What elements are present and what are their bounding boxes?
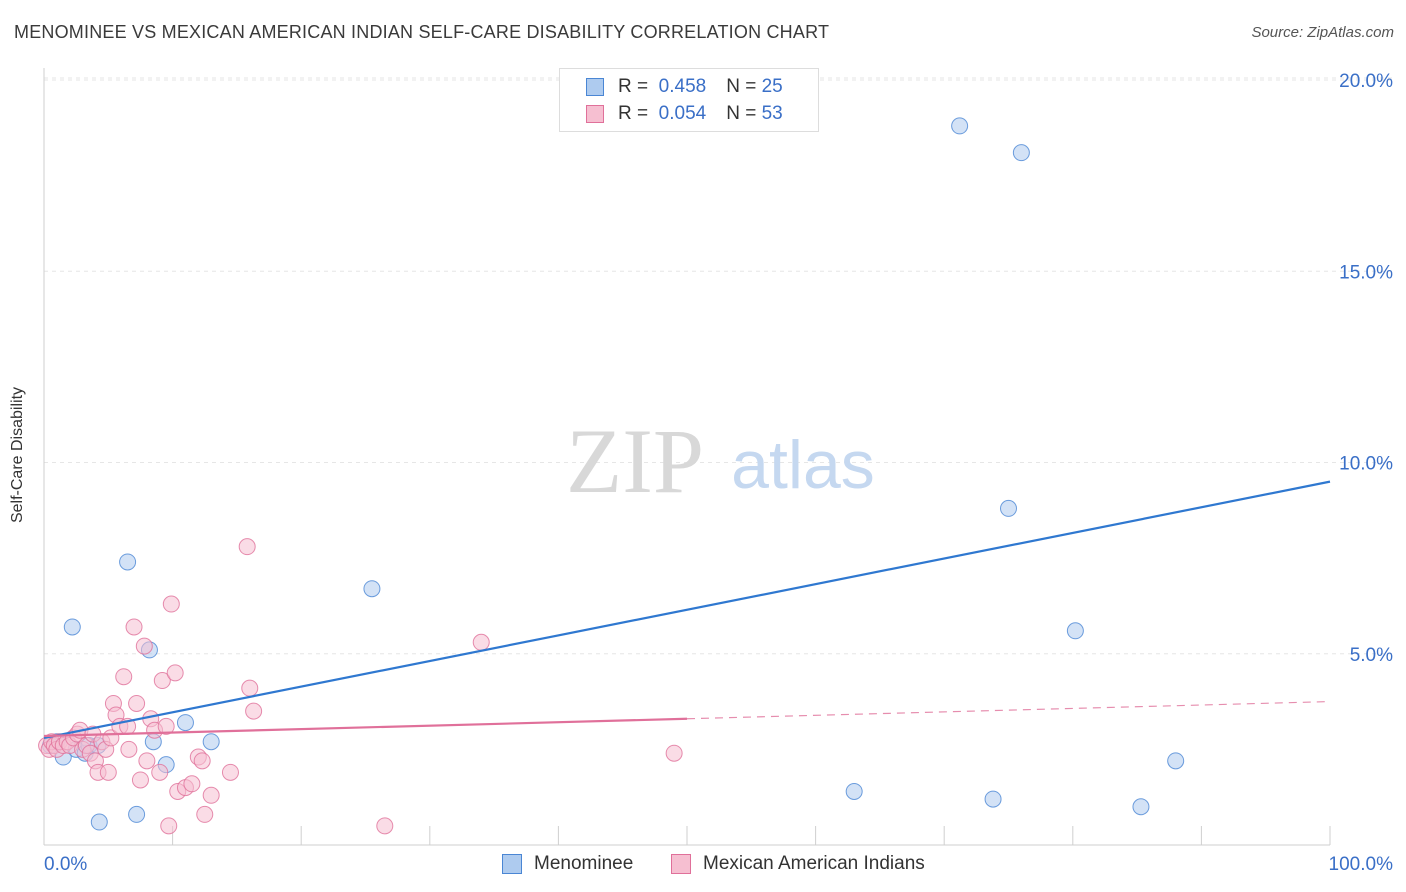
point-mexican-american-indians <box>221 763 239 781</box>
point-menominee <box>176 714 194 732</box>
point-mexican-american-indians <box>166 664 184 682</box>
point-mexican-american-indians <box>160 817 178 835</box>
y-axis-title: Self-Care Disability <box>9 386 26 524</box>
point-menominee <box>1132 798 1150 816</box>
legend-n-value: 53 <box>761 103 783 124</box>
y-tick-label: 15.0% <box>1339 262 1393 283</box>
bottom-legend-label: Menominee <box>534 853 634 874</box>
chart-title: MENOMINEE VS MEXICAN AMERICAN INDIAN SEL… <box>14 22 830 42</box>
point-mexican-american-indians <box>135 637 153 655</box>
point-menominee <box>90 813 108 831</box>
bottom-legend-mexican-american-indians: Mexican American Indians <box>671 852 925 876</box>
point-menominee <box>202 733 220 751</box>
point-mexican-american-indians <box>162 595 180 613</box>
point-menominee <box>1000 499 1017 517</box>
bottom-legend-swatch-mexican-american-indians <box>671 854 691 874</box>
x-tick-label: 0.0% <box>44 854 87 875</box>
point-menominee <box>119 553 137 571</box>
point-mexican-american-indians <box>245 702 263 720</box>
bottom-legend-menominee: Menominee <box>502 852 633 876</box>
point-mexican-american-indians <box>125 618 143 636</box>
legend-r-value: 0.458 <box>658 76 707 97</box>
bottom-legend-swatch-menominee <box>502 854 522 874</box>
legend-r-value: 0.054 <box>658 103 707 124</box>
point-mexican-american-indians <box>376 817 394 835</box>
trend-line-extension-mexican-american-indians <box>686 700 1331 720</box>
axes <box>43 68 1331 846</box>
legend-row-menominee: R = 0.458 N = 25 <box>586 76 783 98</box>
legend-row-mexican-american-indians: R = 0.054 N = 53 <box>586 103 783 125</box>
watermark-zip: ZIP <box>566 410 704 512</box>
x-tick-label: 100.0% <box>1329 854 1394 875</box>
point-mexican-american-indians <box>138 752 156 770</box>
point-mexican-american-indians <box>131 771 149 789</box>
tick-labels: 5.0% 10.0% 15.0% 20.0% 0.0% 100.0% <box>44 71 1393 875</box>
point-mexican-american-indians <box>157 717 175 735</box>
point-mexican-american-indians <box>193 752 211 770</box>
y-tick-label: 20.0% <box>1339 71 1393 92</box>
point-mexican-american-indians <box>128 694 146 712</box>
point-mexican-american-indians <box>151 763 169 781</box>
trend-line-mexican-american-indians <box>43 717 688 738</box>
point-mexican-american-indians <box>202 786 220 804</box>
legend-n-value: 25 <box>761 76 783 97</box>
point-menominee <box>845 782 863 800</box>
y-tick-label: 5.0% <box>1350 645 1393 666</box>
point-menominee <box>128 805 146 823</box>
point-mexican-american-indians <box>665 744 683 762</box>
legend-swatch-menominee <box>586 78 604 96</box>
point-mexican-american-indians <box>238 538 256 556</box>
point-mexican-american-indians <box>120 740 138 758</box>
point-mexican-american-indians <box>241 679 259 697</box>
point-menominee <box>1066 622 1084 640</box>
source-label: Source: ZipAtlas.com <box>1251 24 1394 41</box>
gridlines <box>44 77 1395 655</box>
point-mexican-american-indians <box>115 668 133 686</box>
point-menominee <box>63 618 81 636</box>
legend-n-label: N = <box>726 76 757 97</box>
point-mexican-american-indians <box>153 672 171 690</box>
legend-n-label: N = <box>726 103 757 124</box>
trend-lines <box>43 480 1331 739</box>
legend-r-label: R = <box>618 76 649 97</box>
y-tick-label: 10.0% <box>1339 454 1393 475</box>
point-menominee <box>363 580 381 598</box>
bottom-legend-label: Mexican American Indians <box>703 853 925 874</box>
legend: R = 0.458 N = 25 R = 0.054 N = 53 <box>559 68 819 132</box>
point-menominee <box>1167 752 1185 770</box>
point-menominee <box>1012 144 1030 162</box>
point-mexican-american-indians <box>99 763 117 781</box>
data-points <box>38 117 1185 835</box>
point-mexican-american-indians <box>183 775 201 793</box>
watermark: ZIP atlas <box>566 410 875 512</box>
watermark-atlas: atlas <box>731 427 875 503</box>
trend-line-menominee <box>43 480 1331 739</box>
point-mexican-american-indians <box>196 805 214 823</box>
point-mexican-american-indians <box>472 633 490 651</box>
legend-swatch-mexican-american-indians <box>586 105 604 123</box>
point-menominee <box>984 790 1002 808</box>
point-menominee <box>951 117 969 135</box>
legend-r-label: R = <box>618 103 649 124</box>
